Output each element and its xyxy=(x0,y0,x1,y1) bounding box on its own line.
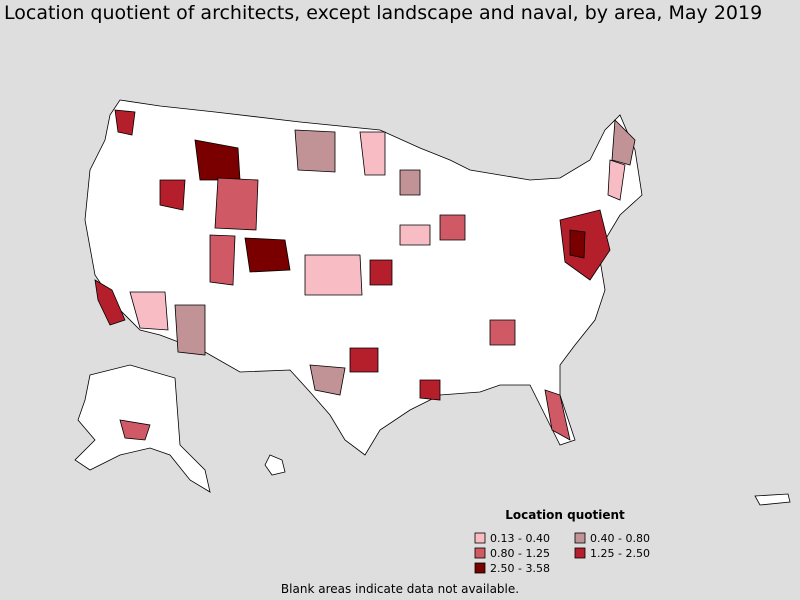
area-region xyxy=(94,279,126,326)
area-region xyxy=(309,364,346,396)
area-region xyxy=(419,379,441,401)
legend-swatch xyxy=(474,562,486,574)
area-region xyxy=(209,234,236,286)
legend-label: 0.40 - 0.80 xyxy=(590,532,650,545)
area-region xyxy=(349,347,379,373)
area-region xyxy=(544,389,571,441)
legend-label: 2.50 - 3.58 xyxy=(490,562,550,575)
area-region xyxy=(294,129,336,173)
map-title: Location quotient of architects, except … xyxy=(4,2,763,24)
area-region xyxy=(611,119,636,166)
us-map xyxy=(74,99,791,506)
hawaii xyxy=(264,454,286,476)
area-region xyxy=(399,169,421,196)
area-region xyxy=(607,159,626,201)
area-region xyxy=(129,291,169,331)
area-region xyxy=(439,214,466,241)
area-region xyxy=(559,209,611,281)
area-region xyxy=(174,304,206,356)
area-region xyxy=(359,131,386,176)
legend-swatch xyxy=(474,547,486,559)
legend-swatch xyxy=(474,532,486,544)
area-region xyxy=(569,229,586,259)
area-region xyxy=(114,109,136,136)
footnote: Blank areas indicate data not available. xyxy=(280,582,520,596)
puerto-rico xyxy=(754,493,791,506)
area-region xyxy=(244,237,291,273)
legend-swatch xyxy=(574,532,586,544)
area-region xyxy=(399,224,431,246)
area-region xyxy=(119,419,151,441)
legend-title: Location quotient xyxy=(505,508,625,522)
legend-label: 0.80 - 1.25 xyxy=(490,547,550,560)
area-region xyxy=(489,319,516,346)
legend-swatch xyxy=(574,547,586,559)
area-region xyxy=(214,177,259,231)
legend-label: 0.13 - 0.40 xyxy=(490,532,550,545)
regions xyxy=(94,109,636,441)
area-region xyxy=(159,179,186,211)
legend-label: 1.25 - 2.50 xyxy=(590,547,650,560)
area-region xyxy=(369,259,393,286)
area-region xyxy=(304,254,363,296)
